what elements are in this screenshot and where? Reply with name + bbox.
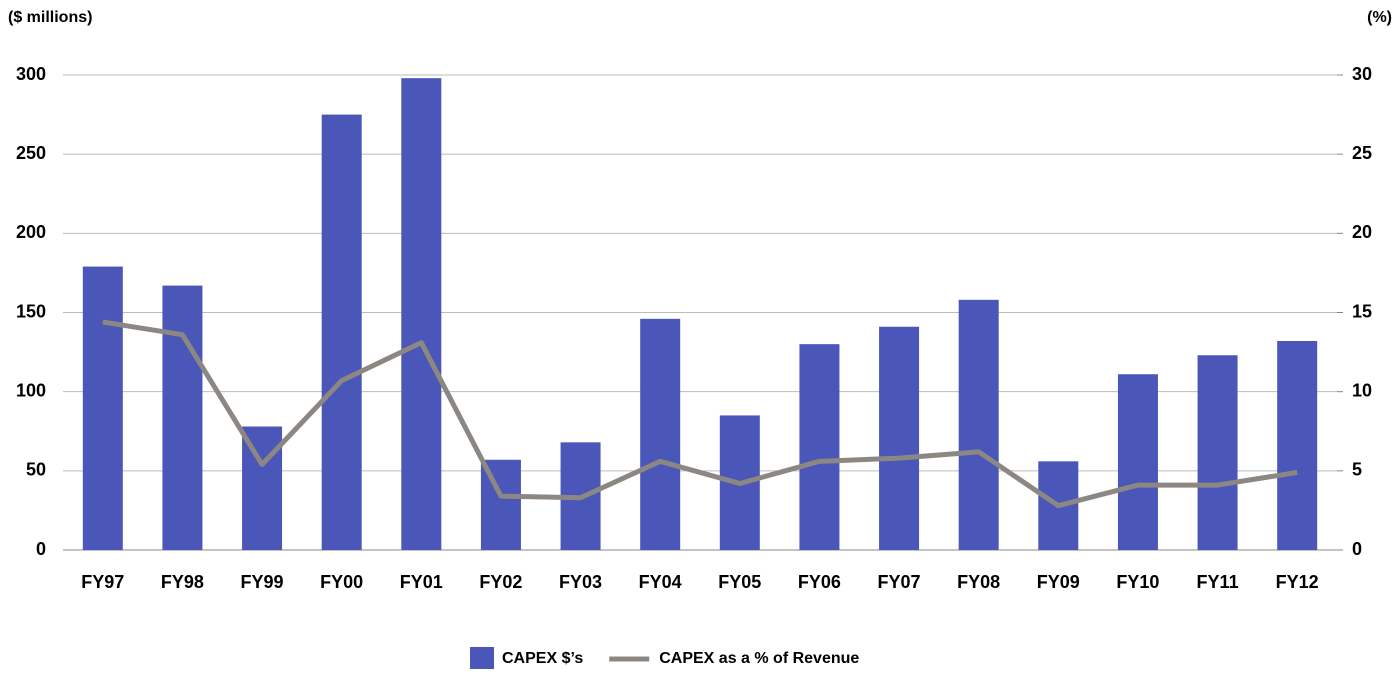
x-tick-label: FY09 bbox=[1037, 572, 1080, 592]
x-tick-label: FY05 bbox=[718, 572, 761, 592]
bar bbox=[1117, 374, 1158, 550]
x-tick-label: FY11 bbox=[1197, 572, 1239, 592]
y-tick-label: 0 bbox=[36, 539, 46, 559]
bar bbox=[82, 266, 123, 550]
bar bbox=[1277, 341, 1318, 550]
y2-tick-label: 25 bbox=[1352, 143, 1372, 163]
x-tick-label: FY98 bbox=[161, 572, 204, 592]
y-tick-label: 300 bbox=[16, 64, 46, 84]
y-tick-label: 200 bbox=[16, 222, 46, 242]
legend-label: CAPEX $’s bbox=[502, 650, 583, 667]
y-tick-label: 100 bbox=[16, 380, 46, 400]
y2-tick-label: 30 bbox=[1352, 64, 1372, 84]
y-tick-label: 50 bbox=[26, 460, 46, 480]
bar bbox=[401, 78, 442, 551]
y2-tick-label: 10 bbox=[1352, 380, 1372, 400]
line bbox=[102, 319, 1298, 509]
bar bbox=[1197, 355, 1238, 550]
y-axis-label: ($ millions) bbox=[8, 9, 92, 26]
x-tick-label: FY03 bbox=[559, 572, 602, 592]
y2-tick-label: 15 bbox=[1352, 301, 1372, 321]
bar bbox=[879, 326, 920, 550]
x-tick-label: FY08 bbox=[957, 572, 1000, 592]
bar bbox=[162, 285, 203, 550]
legend-swatch bbox=[470, 647, 494, 669]
y-tick-label: 250 bbox=[16, 143, 46, 163]
bar bbox=[640, 318, 681, 550]
y2-axis-label: (%) bbox=[1367, 9, 1392, 26]
x-tick-label: FY01 bbox=[400, 572, 443, 592]
x-tick-label: FY97 bbox=[81, 572, 124, 592]
y2-tick-label: 0 bbox=[1352, 539, 1362, 559]
x-tick-label: FY04 bbox=[639, 572, 682, 592]
x-tick-label: FY06 bbox=[798, 572, 841, 592]
y-tick-label: 150 bbox=[16, 301, 46, 321]
y2-tick-label: 20 bbox=[1352, 222, 1372, 242]
bar bbox=[321, 114, 362, 550]
x-tick-label: FY07 bbox=[878, 572, 921, 592]
x-tick-label: FY02 bbox=[479, 572, 522, 592]
bar bbox=[958, 299, 999, 550]
x-tick-label: FY12 bbox=[1276, 572, 1319, 592]
x-tick-label: FY00 bbox=[320, 572, 363, 592]
bar bbox=[799, 344, 840, 550]
x-tick-label: FY99 bbox=[241, 572, 284, 592]
legend-label: CAPEX as a % of Revenue bbox=[659, 650, 859, 667]
x-tick-label: FY10 bbox=[1116, 572, 1159, 592]
y2-tick-label: 5 bbox=[1352, 460, 1362, 480]
